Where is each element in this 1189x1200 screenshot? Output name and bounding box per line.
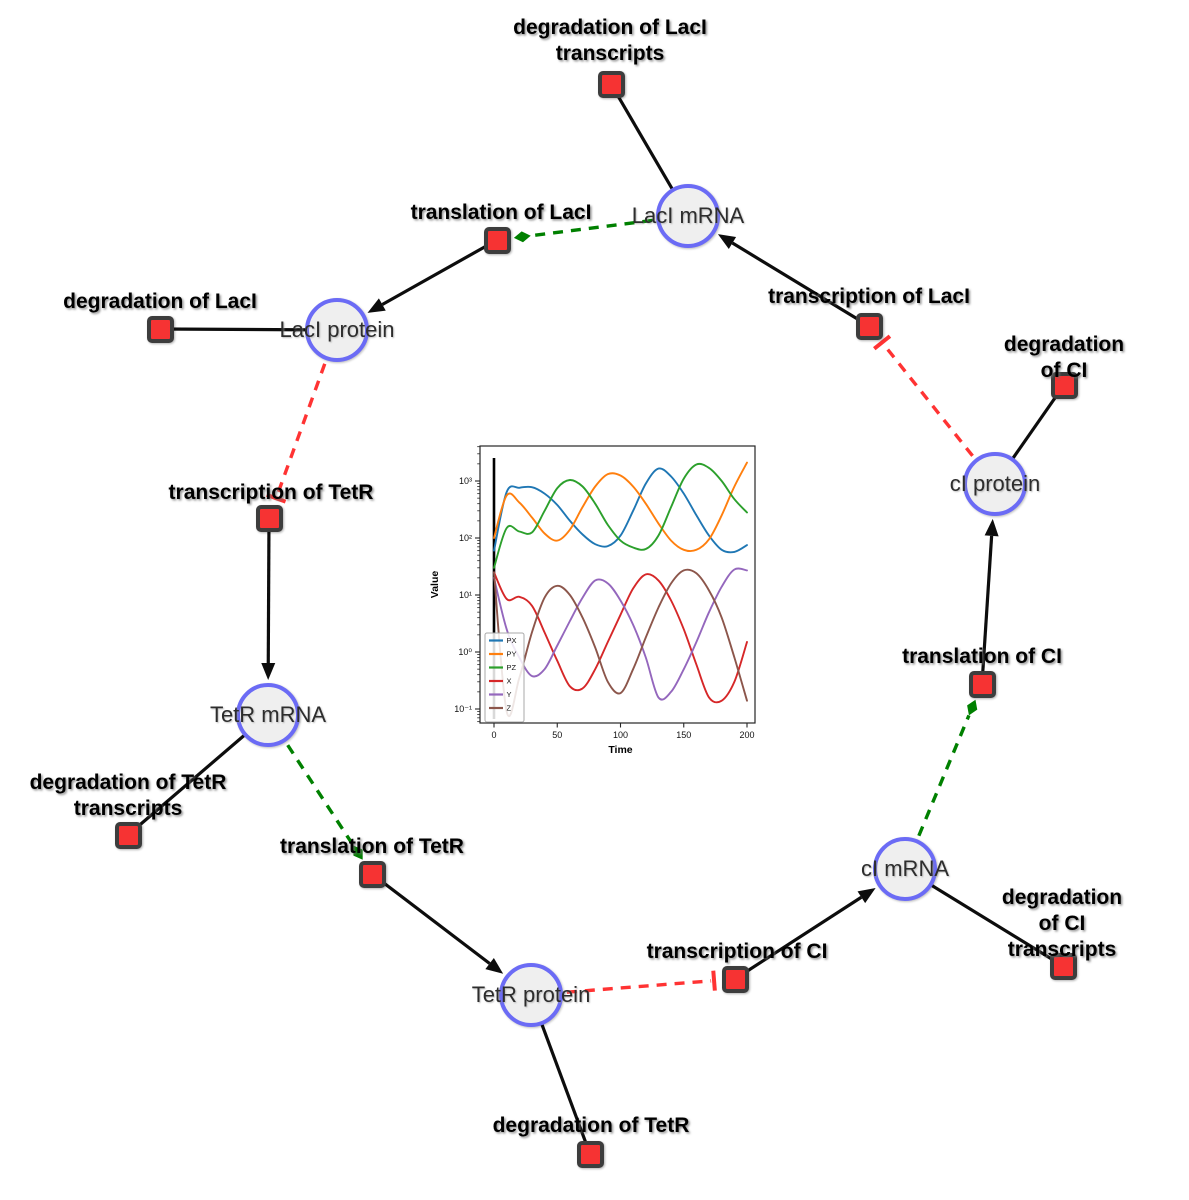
series-Z xyxy=(493,568,748,717)
y-axis-label: Value xyxy=(429,571,441,599)
series-PX xyxy=(493,467,748,554)
y-tick-label: 10⁰ xyxy=(458,647,472,657)
plot-area xyxy=(479,445,756,724)
edge-tetr-protein-tc-ci xyxy=(530,970,717,997)
species-node-ci-protein[interactable] xyxy=(963,452,1027,516)
edge-tl-ci-ci-protein xyxy=(980,518,999,685)
species-node-ci-mrna[interactable] xyxy=(873,837,937,901)
x-axis-label: Time xyxy=(608,744,632,756)
edge-ci-protein-tc-laci xyxy=(873,334,997,486)
legend-label-PX: PX xyxy=(507,636,517,645)
reaction-node-deg-ci[interactable] xyxy=(1050,371,1078,399)
species-node-tetr-mrna[interactable] xyxy=(236,683,300,747)
x-tick-label: 0 xyxy=(491,730,496,740)
series-PZ xyxy=(493,462,748,569)
x-tick-label: 50 xyxy=(552,730,562,740)
reaction-node-deg-tetr[interactable] xyxy=(576,1140,604,1168)
species-node-tetr-protein[interactable] xyxy=(499,963,563,1027)
reaction-node-tl-laci[interactable] xyxy=(483,226,511,254)
series-PY xyxy=(493,461,748,553)
reaction-node-tc-laci[interactable] xyxy=(855,312,883,340)
legend: PX PY PZ XYZ xyxy=(484,632,525,723)
legend-label-Z: Z xyxy=(507,704,512,713)
reaction-node-tc-ci[interactable] xyxy=(721,965,749,993)
y-tick-label: 10³ xyxy=(459,476,472,486)
reaction-node-tl-tetr[interactable] xyxy=(358,860,386,888)
legend-label-X: X xyxy=(507,677,512,686)
species-node-laci-protein[interactable] xyxy=(305,298,369,362)
edge-tc-laci-laci-mrna xyxy=(717,234,870,328)
legend-label-PY: PY xyxy=(507,650,517,659)
reaction-node-deg-laci[interactable] xyxy=(146,315,174,343)
y-tick-label: 10⁻¹ xyxy=(454,704,472,714)
timeseries-inset: 0 50 100 150 200 10⁻¹ 10⁰ 10¹ 10² 10³ Time Value PX P… xyxy=(425,433,775,768)
y-tick-label: 10¹ xyxy=(459,590,472,600)
x-tick-label: 100 xyxy=(613,730,628,740)
x-tick-label: 150 xyxy=(676,730,691,740)
x-tick-label: 200 xyxy=(739,730,754,740)
edge-tl-laci-laci-protein xyxy=(367,238,498,313)
edge-laci-protein-tc-tetr xyxy=(266,329,339,504)
reaction-node-deg-ci-tr[interactable] xyxy=(1049,952,1077,980)
species-node-laci-mrna[interactable] xyxy=(656,184,720,248)
legend-label-PZ: PZ xyxy=(507,663,517,672)
reaction-node-tc-tetr[interactable] xyxy=(255,504,283,532)
edge-tc-tetr-tetr-mrna xyxy=(261,517,276,681)
reaction-node-deg-tetr-tr[interactable] xyxy=(114,821,142,849)
edge-tl-tetr-tetr-protein xyxy=(371,872,504,974)
y-tick-label: 10² xyxy=(459,533,472,543)
timeseries-chart: 0 50 100 150 20010⁻¹10⁰10¹10²10³TimeValuePXP… xyxy=(429,445,756,756)
reaction-node-deg-laci-tr[interactable] xyxy=(597,70,625,98)
reaction-node-tl-ci[interactable] xyxy=(968,670,996,698)
series-Y xyxy=(493,567,748,701)
legend-label-Y: Y xyxy=(507,690,512,699)
edge-tc-ci-ci-mrna xyxy=(734,888,876,981)
series-X xyxy=(493,571,748,704)
